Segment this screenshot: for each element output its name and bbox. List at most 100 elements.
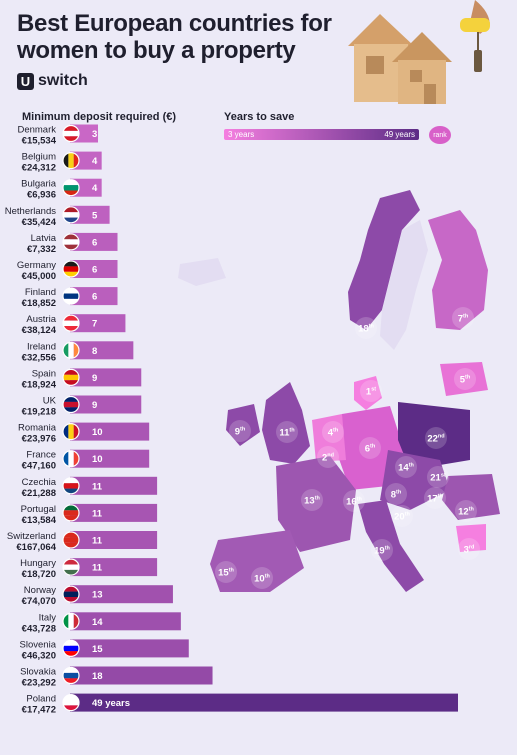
country-label: Romania	[18, 423, 57, 434]
map-rank-badge: 4th	[322, 421, 344, 443]
flag-ireland-icon	[62, 341, 80, 359]
map-rank-badge: 22nd	[425, 427, 447, 449]
bar	[70, 368, 142, 387]
map-romania	[442, 474, 500, 520]
map-rank-label: 15th	[218, 568, 234, 579]
map-rank-label: 16th	[346, 497, 362, 508]
country-label: Hungary	[20, 558, 56, 569]
bar-row: Germany€45,000 6	[17, 260, 118, 282]
map-rank-badge: 2nd	[317, 446, 339, 468]
deposit-label: €46,320	[22, 650, 56, 661]
bar-row: Ireland€32,556 8	[22, 341, 134, 363]
bar	[70, 585, 173, 604]
map-rank-label: 6th	[365, 444, 376, 455]
legend-min-label: 3 years	[228, 130, 255, 139]
deposit-label: €167,064	[16, 542, 56, 553]
bar-value-label: 11	[92, 481, 103, 492]
bar	[70, 449, 150, 468]
map-poland	[398, 402, 470, 470]
bar	[70, 531, 158, 549]
deposit-label: €7,332	[27, 244, 56, 255]
flag-hungary-icon	[62, 558, 80, 576]
map-rank-label: 22nd	[427, 434, 444, 445]
bar-value-label: 13	[92, 590, 103, 601]
bar	[70, 503, 158, 522]
bar-value-label: 4	[92, 183, 98, 194]
map-sweden	[380, 220, 428, 350]
flag-latvia-icon	[62, 233, 80, 251]
flag-slovenia-icon	[62, 639, 80, 658]
bar-value-label: 9	[92, 373, 97, 384]
bar-value-label: 11	[92, 563, 103, 574]
flag-switzerland-icon	[62, 531, 80, 549]
chart-title: Best European countries for women to buy…	[17, 10, 332, 64]
bar-row: UK€19,218 9	[22, 395, 142, 418]
deposit-label: €18,720	[22, 569, 56, 580]
logo-mark: U	[17, 72, 34, 90]
map-rank-badge: 3rd	[458, 538, 480, 560]
map-ireland	[226, 404, 260, 446]
map-rank-label: 8th	[391, 490, 402, 501]
deposit-label: €15,534	[22, 136, 57, 147]
bar	[70, 558, 158, 577]
bar-row: Austria€38,124 7	[22, 314, 126, 336]
map-rank-label: 10th	[254, 574, 270, 585]
flag-slovakia-icon	[62, 666, 80, 685]
bar-row: Slovakia€23,292 18	[20, 666, 213, 689]
deposit-label: €74,070	[22, 596, 56, 607]
bar-row: Bulgaria€6,936 4	[21, 178, 102, 201]
country-label: Switzerland	[7, 531, 56, 542]
bar-row: Slovenia€46,320 15	[20, 639, 189, 661]
bar-row: Denmark€15,534 3	[17, 124, 98, 147]
map-latvia	[440, 362, 488, 396]
flag-uk-icon	[62, 395, 80, 414]
bar-value-label: 6	[92, 265, 97, 276]
deposit-label: €19,218	[22, 407, 56, 418]
bar-row: France€47,160 10	[22, 449, 150, 472]
flag-czechia-icon	[62, 477, 80, 495]
bar	[70, 287, 118, 306]
country-label: Norway	[24, 585, 56, 596]
country-label: Latvia	[31, 233, 57, 244]
deposit-label: €47,160	[22, 461, 56, 472]
flag-austria-icon	[62, 314, 80, 332]
country-label: Portugal	[21, 504, 56, 515]
map-rank-label: 17th	[427, 494, 443, 505]
map-rank-label: 9th	[235, 427, 246, 438]
map-finland	[428, 210, 488, 330]
deposit-label: €24,312	[22, 163, 56, 174]
country-label: Slovakia	[20, 667, 57, 678]
map-rank-badge: 17th	[424, 487, 446, 509]
country-label: Czechia	[22, 477, 57, 488]
bar	[70, 205, 110, 224]
bar-value-label: 10	[92, 427, 103, 438]
country-label: Belgium	[22, 152, 56, 163]
map-rank-badge: 1st	[360, 380, 382, 402]
map-denmark	[354, 376, 382, 410]
map-rank-badge: 6th	[359, 437, 381, 459]
bar-row: Netherlands€35,424 5	[5, 205, 110, 228]
map-central	[380, 450, 450, 510]
legend-rank-badge: rank	[429, 126, 451, 144]
map-rank-label: 1st	[366, 387, 376, 398]
deposit-label: €17,472	[22, 705, 56, 716]
bar	[70, 232, 118, 251]
flag-belgium-icon	[62, 151, 80, 170]
deposit-label: €45,000	[22, 271, 56, 282]
bar-value-label: 6	[92, 292, 97, 303]
map-rank-badge: 8th	[385, 483, 407, 505]
map-rank-label: 21st	[430, 473, 446, 484]
country-label: Poland	[26, 694, 56, 705]
map-rank-badge: 18th	[355, 317, 377, 339]
legend-heading: Years to save	[224, 111, 295, 123]
bar-row: Norway€74,070 13	[22, 585, 173, 607]
bar-value-label: 8	[92, 346, 97, 357]
bar-value-label: 11	[92, 536, 103, 547]
map-rank-label: 20th	[394, 512, 410, 523]
flag-france-icon	[62, 450, 80, 468]
deposit-label: €35,424	[22, 217, 57, 228]
bar	[70, 476, 158, 495]
country-label: France	[26, 450, 56, 461]
bar-row: Poland€17,472 49 years	[22, 693, 458, 716]
